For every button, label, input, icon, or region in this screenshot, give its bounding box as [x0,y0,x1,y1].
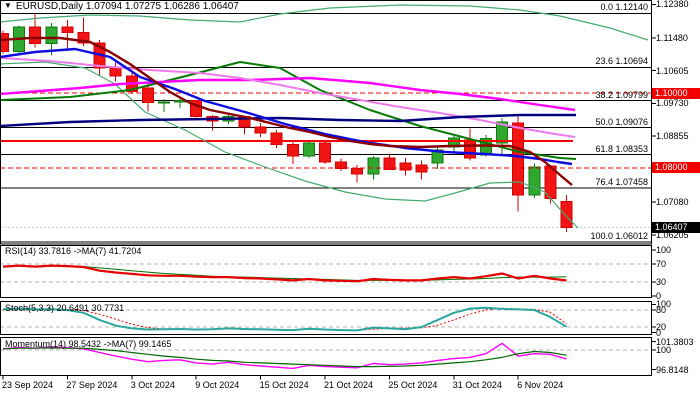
candle-23-Sep-2024 [1,30,9,54]
candle-7-Oct-2024 [158,98,170,112]
ma-navy [1,113,576,128]
ma-fast-maroon [1,36,573,186]
candle-body [351,168,364,175]
candle-body [335,161,348,170]
candle-24-Sep-2024 [13,25,26,55]
rsi-line [2,264,567,283]
symbol-dropdown-icon[interactable]: ▼ [4,1,12,10]
candle-body [528,166,541,196]
momentum-panel-border [0,337,652,376]
candle-7-Nov-2024 [528,163,541,199]
ma-blue [1,47,573,166]
candle-21-Oct-2024 [319,140,331,165]
main-chart-area [1,4,651,243]
candle-body [399,162,412,171]
ma-plum [1,57,576,138]
rsi-indicator-label: RSI(14) 33.7816 ->MA(7) 41.7204 [5,246,142,256]
candle-30-Oct-2024 [431,146,444,169]
stoch-area [1,306,651,332]
candle-body [141,87,154,104]
stoch-panel-border [0,301,652,335]
main-panel-border [0,0,652,245]
momentum-indicator-label: Momentum(14) 98.5432 ->MA(7) 99.1465 [5,339,172,349]
candle-body [560,201,573,228]
candle-23-Oct-2024 [351,164,364,183]
candle-24-Oct-2024 [367,155,380,180]
candle-body [431,149,444,164]
candle-body [286,144,299,157]
candle-body [109,67,122,77]
candle-16-Oct-2024 [270,129,283,149]
momentum-ma-line [2,347,567,368]
candle-31-Oct-2024 [447,135,460,152]
candle-body [77,31,90,44]
candle-22-Oct-2024 [335,158,348,171]
chart-title: EURUSD,Daily 1.07094 1.07275 1.06286 1.0… [15,1,239,12]
candle-15-Oct-2024 [254,123,267,138]
candle-9-Oct-2024 [190,99,203,118]
candle-6-Nov-2024 [512,116,525,212]
rsi-area [1,263,651,283]
candle-4-Oct-2024 [141,82,154,112]
candle-body [190,100,203,117]
momentum-area [1,342,651,370]
candle-body [383,157,396,170]
candle-body [254,126,267,134]
candle-body [29,26,42,45]
bollinger-lower [1,61,579,229]
candle-body [270,132,283,146]
candle-body [415,164,428,173]
stochastic-indicator-label: Stoch(5,3,3) 20.6491 30.7731 [5,303,125,313]
chart-title-bar: ▼ EURUSD,Daily 1.07094 1.07275 1.06286 1.… [4,1,239,12]
candle-27-Sep-2024 [61,20,74,52]
rsi-panel-border [0,245,652,298]
candle-17-Oct-2024 [286,140,299,165]
candle-18-Oct-2024 [302,141,315,159]
candle-25-Oct-2024 [383,153,396,171]
bollinger-upper [1,4,649,41]
candle-body [1,33,9,52]
candle-body [496,121,509,144]
candle-29-Oct-2024 [415,160,428,180]
ma-darkgreen [1,61,577,160]
candle-28-Oct-2024 [399,158,412,176]
ma-magenta [1,76,576,112]
candle-body [367,157,380,175]
candle-body [45,26,58,45]
candle-11-Nov-2024 [560,194,573,232]
stoch-main-line [2,306,568,332]
candle-body [319,142,331,163]
candle-body [61,26,74,33]
candle-body [302,142,315,157]
momentum-line [2,342,567,370]
candle-body [158,101,170,104]
candle-body [463,139,476,159]
candle-2-Oct-2024 [109,62,122,82]
candle-body [512,122,525,196]
